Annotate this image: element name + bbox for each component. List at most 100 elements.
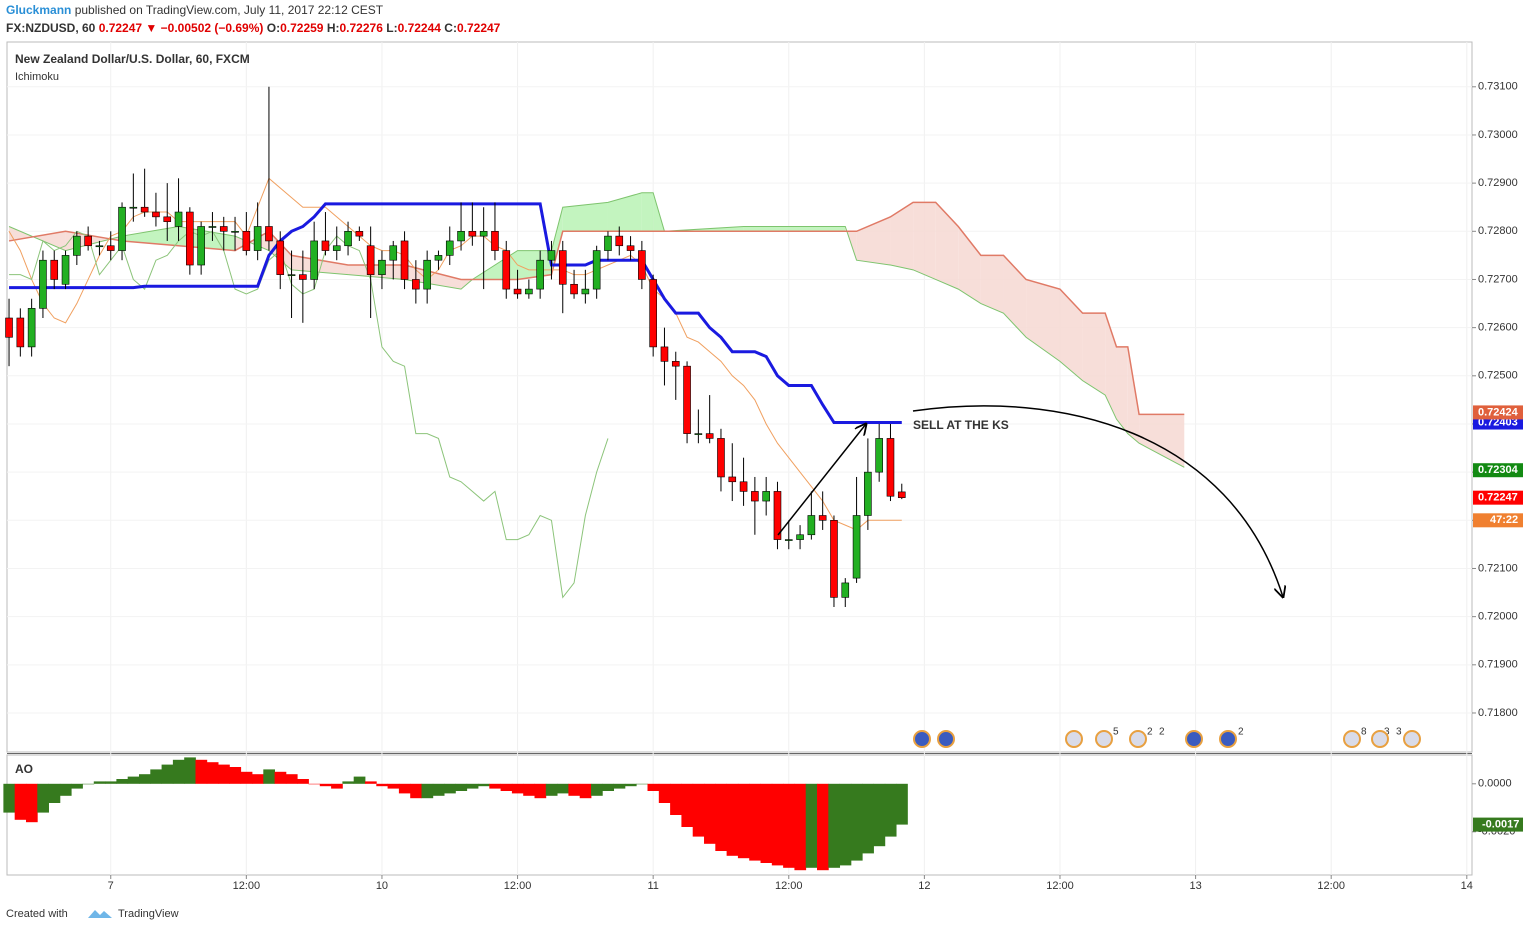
ao-bar [839,783,852,866]
x-tick-label: 13 [1189,880,1201,892]
y-tick-label: 0.73100 [1478,81,1518,93]
event-icon[interactable] [1219,730,1237,748]
ao-bar [489,783,502,789]
candle-body [762,491,770,502]
event-count: 2 [1238,727,1244,738]
ao-bar [285,774,298,784]
cloud-segment [122,226,179,246]
candle-body [140,206,149,213]
event-count: 3 [1396,727,1402,738]
ao-bar [93,781,106,784]
ao-last-bg [1473,817,1523,832]
event-icon[interactable] [1185,730,1203,748]
countdown: 47:22 [1490,514,1518,526]
ao-panel [6,754,1473,876]
candle-body [491,231,499,251]
cloud-segment [980,255,1004,314]
candle-body [751,491,759,502]
ao-bar [353,776,366,784]
ao-bar [240,771,253,784]
candle-body [897,491,906,498]
candle-body [412,279,420,290]
candle-body [796,534,804,540]
ao-bar [172,759,185,784]
ao-bar [647,783,660,791]
candle-body [536,259,544,290]
event-icon[interactable] [1343,730,1361,748]
candle-body [581,288,590,295]
x-tick-label: 12:00 [1317,880,1345,892]
candle-body [321,240,330,251]
candle-body [671,361,680,367]
candle-body [852,515,861,579]
cloud-segment [404,265,462,290]
candle-body [106,245,115,251]
ao-bar [523,783,535,796]
footer-created: Created with [6,908,68,920]
candle-body [355,231,364,237]
event-icon[interactable] [1129,730,1147,748]
candle-body [332,245,341,251]
ao-bar [602,783,615,791]
event-icon[interactable] [1371,730,1389,748]
candle-body [886,438,895,497]
candle-body [378,259,386,275]
candle-body [208,226,217,228]
candle-body [423,259,431,290]
ao-bar [251,774,264,784]
event-icon[interactable] [913,730,931,748]
last: 0.72247 [99,21,143,35]
candle-body [129,206,138,209]
candle-body [807,515,816,536]
candle-body [457,231,465,242]
candle-body [547,250,556,261]
event-icon[interactable] [1095,730,1113,748]
event-icon[interactable] [937,730,955,748]
footer-brand[interactable]: TradingView [118,908,179,920]
plot-layer: 7 12:00 10 12:00 11 12:00 12 12:00 13 12:00 14 0.73… [3,42,1523,892]
indicator: Ichimoku [15,71,59,83]
candle-body [864,471,872,516]
x-tick-label: 12 [918,880,930,892]
price-label: 0.72304 [1478,464,1519,476]
cloud-segment [890,202,914,270]
event-icon[interactable] [1065,730,1083,748]
candle-body [242,231,251,251]
cloud-segment [913,202,936,280]
candle-body [479,231,488,237]
price-label: 0.72403 [1478,416,1518,428]
event-icon[interactable] [1403,730,1421,748]
y-tick-label: 0.72800 [1478,225,1518,237]
l-label: L: [386,21,397,35]
main-panel [6,41,1473,753]
change: −0.00502 (−0.69%) [161,21,264,35]
candle-body [61,255,70,285]
x-tick-label: 10 [376,880,388,892]
indicator-line [9,230,609,599]
ao-bar [127,776,140,784]
candle-body [683,365,691,434]
ao-bar [783,783,795,868]
ao-bar [376,783,389,787]
candle-body [174,211,183,227]
event-count: 2 [1147,727,1153,738]
event-count: 2 [1159,727,1165,738]
ao-bar [48,783,61,803]
ao-bar [681,783,694,827]
ao-bar [195,759,208,784]
candle-body [638,250,646,280]
ao-bar [387,783,400,789]
cloud-segment [607,192,642,232]
x-tick-label: 12:00 [1046,880,1074,892]
low: 0.72244 [398,21,442,35]
candle-body [615,235,624,247]
ao-bar [591,783,603,796]
candle-body [841,582,850,598]
ao-title: AO [15,762,33,776]
candle-body [626,245,635,251]
candle-body [875,438,883,473]
ao-bar [579,783,592,799]
author[interactable]: Gluckmann [6,3,71,17]
ao-bar [749,783,761,861]
close: 0.72247 [457,21,501,35]
